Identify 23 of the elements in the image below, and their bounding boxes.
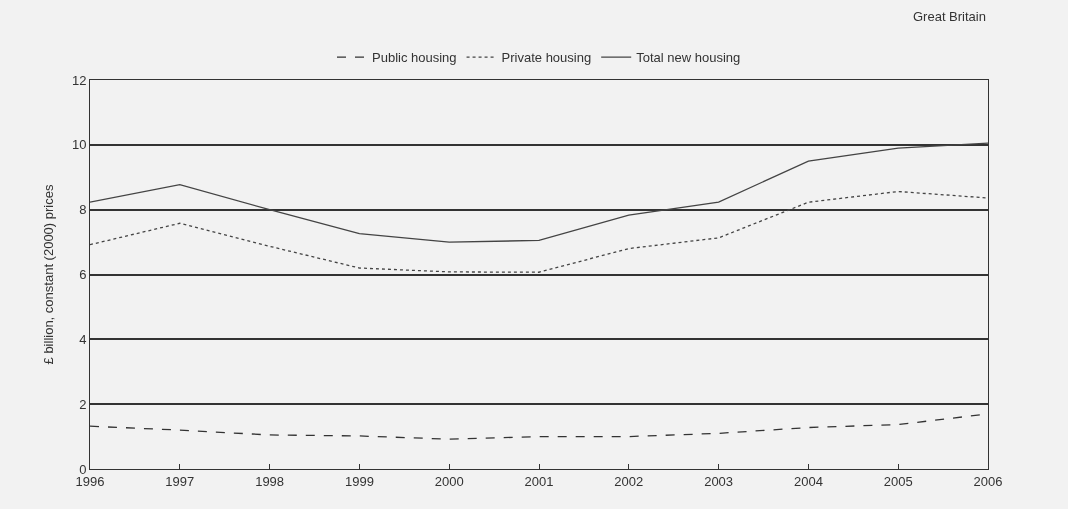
x-tick-label: 2004 <box>793 473 823 489</box>
x-tick-label: 2000 <box>434 473 464 489</box>
x-tick-label: 1997 <box>165 473 195 489</box>
line-series <box>90 142 988 243</box>
x-tick-label: 1998 <box>255 473 285 489</box>
y-tick-label: 6 <box>79 267 87 283</box>
legend-label: Total new housing <box>636 50 741 66</box>
y-tick-label: 4 <box>79 331 87 347</box>
x-tick-label: 2001 <box>524 473 554 489</box>
x-tick-label: 2003 <box>704 473 734 489</box>
y-tick-label: 10 <box>71 137 87 153</box>
x-tick-label: 2005 <box>883 473 913 489</box>
x-tick-label: 2002 <box>614 473 644 489</box>
y-tick-label: 8 <box>79 202 87 218</box>
text: Great Britain <box>913 9 986 24</box>
legend-label: Private housing <box>501 50 592 66</box>
y-axis-title: £ billion, constant (2000) prices <box>40 184 56 365</box>
x-tick-label: 2006 <box>973 473 1003 489</box>
y-tick-label: 2 <box>79 396 87 412</box>
y-tick-label: 12 <box>71 72 87 88</box>
legend-label: Public housing <box>372 50 457 66</box>
x-tick-label: 1999 <box>344 473 374 489</box>
line-series <box>90 190 988 273</box>
